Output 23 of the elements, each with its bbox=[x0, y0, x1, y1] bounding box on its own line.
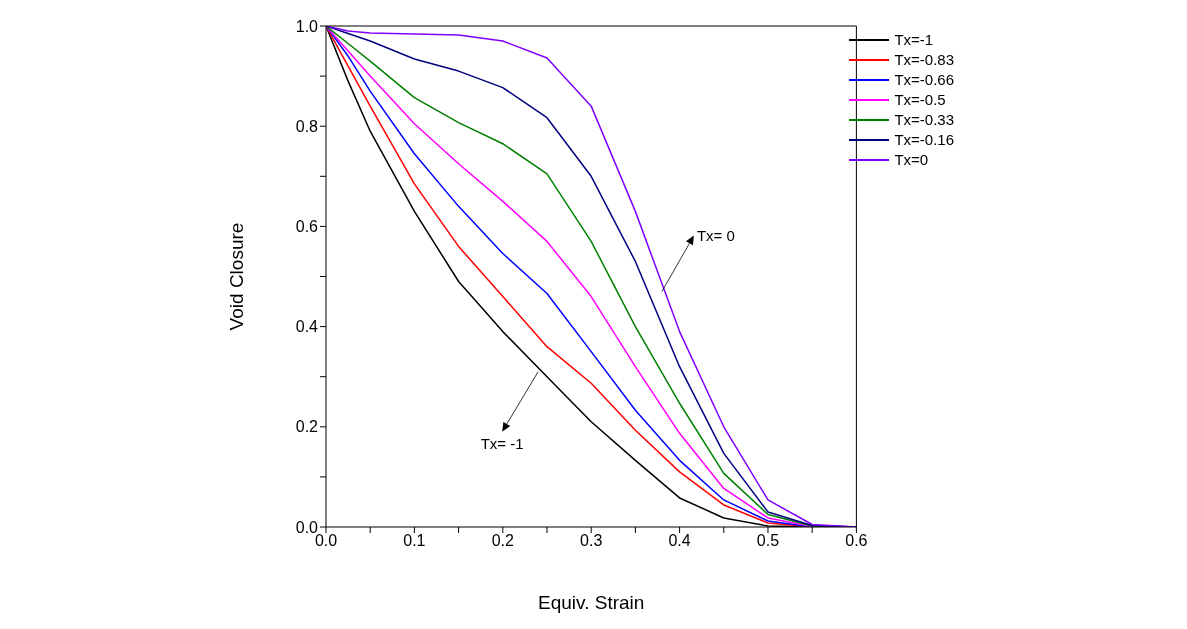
x-axis-title: Equiv. Strain bbox=[538, 592, 645, 613]
y-tick-label: 0.4 bbox=[295, 318, 319, 336]
legend-label: Tx=0 bbox=[894, 150, 929, 170]
legend-label: Tx=-0.83 bbox=[894, 50, 954, 70]
legend-label: Tx=-0.5 bbox=[894, 90, 946, 110]
x-tick-label: 0.5 bbox=[756, 532, 780, 550]
y-tick-label: 0.8 bbox=[295, 117, 319, 135]
y-axis-title: Void Closure bbox=[225, 222, 247, 331]
annotation: Tx= -1 bbox=[480, 434, 524, 452]
y-tick-label: 1.0 bbox=[295, 17, 319, 35]
y-tick-label: 0.6 bbox=[295, 218, 319, 236]
x-tick-label: 0.3 bbox=[580, 532, 603, 550]
x-tick-label: 0.6 bbox=[845, 532, 868, 550]
x-tick-label: 0.4 bbox=[668, 532, 691, 550]
legend-label: Tx=-1 bbox=[894, 30, 934, 50]
x-tick-label: 0.2 bbox=[491, 532, 515, 550]
annotation: Tx= 0 bbox=[696, 226, 735, 244]
legend-label: Tx=-0.16 bbox=[894, 130, 954, 150]
x-tick-label: 0.1 bbox=[403, 532, 426, 550]
y-tick-label: 0.2 bbox=[295, 418, 319, 436]
legend-label: Tx=-0.33 bbox=[894, 110, 954, 130]
x-tick-label: 0.0 bbox=[314, 532, 338, 550]
legend-label: Tx=-0.66 bbox=[894, 70, 954, 90]
